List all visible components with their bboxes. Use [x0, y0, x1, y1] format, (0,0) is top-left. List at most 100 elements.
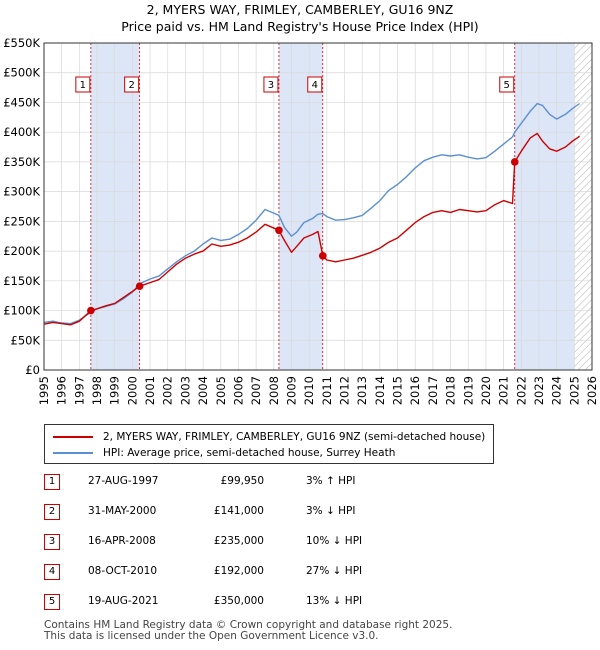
chart-subtitle: Price paid vs. HM Land Registry's House …	[121, 19, 479, 34]
x-tick-label: 2022	[514, 376, 528, 405]
sale-price: £235,000	[213, 535, 264, 547]
sale-number-badge: 4	[44, 564, 60, 580]
x-tick-label: 2001	[143, 376, 157, 405]
x-tick-label: 2015	[391, 376, 405, 405]
sale-price: £350,000	[213, 595, 264, 607]
sale-marker-box	[263, 76, 279, 93]
sales-table: 1 27-AUG-1997 £99,950 3% ↑ HPI 2 31-MAY-…	[44, 472, 484, 622]
sale-date: 27-AUG-1997	[88, 475, 159, 487]
sale-date: 16-APR-2008	[88, 535, 156, 547]
y-tick-label: £150K	[3, 274, 40, 288]
sale-number-badge: 3	[44, 534, 60, 550]
x-tick-label: 1996	[55, 376, 69, 405]
y-tick-label: £100K	[3, 304, 40, 318]
legend-swatch-red	[53, 436, 93, 438]
x-tick-label: 1998	[90, 376, 104, 405]
sale-marker-box	[124, 76, 140, 93]
legend-label-property: 2, MYERS WAY, FRIMLEY, CAMBERLEY, GU16 9…	[103, 431, 486, 443]
sale-marker-box	[307, 76, 323, 93]
sale-row: 1 27-AUG-1997 £99,950 3% ↑ HPI	[44, 472, 484, 502]
x-tick-label: 2023	[532, 376, 546, 405]
sale-date: 31-MAY-2000	[88, 505, 157, 517]
x-tick-label: 1999	[108, 376, 122, 405]
x-tick-label: 2016	[408, 376, 422, 405]
sale-point	[510, 158, 519, 166]
footer-attribution: Contains HM Land Registry data © Crown c…	[44, 620, 452, 642]
x-tick-label: 2003	[178, 376, 192, 405]
sale-marker-label: 1	[80, 80, 86, 91]
x-tick-label: 2019	[461, 376, 475, 405]
sale-date: 19-AUG-2021	[88, 595, 159, 607]
sale-point	[135, 282, 144, 290]
sale-number-badge: 1	[44, 474, 60, 490]
sale-point	[318, 252, 327, 260]
x-tick-label: 2025	[567, 376, 581, 405]
legend-label-hpi: HPI: Average price, semi-detached house,…	[103, 447, 396, 459]
sale-period-shade	[514, 43, 575, 370]
x-tick-label: 1995	[37, 376, 51, 405]
x-tick-label: 2006	[231, 376, 245, 405]
x-tick-label: 2013	[355, 376, 369, 405]
sale-row: 5 19-AUG-2021 £350,000 13% ↓ HPI	[44, 592, 484, 622]
forecast-hatch	[574, 43, 592, 370]
sale-hpi-diff: 27% ↓ HPI	[306, 565, 363, 577]
x-tick-label: 2026	[585, 376, 599, 405]
price-chart: 1 2 3 4 5 £0 £50K £100K £150K £200K £250K £300K £35…	[3, 36, 599, 405]
plot-frame	[43, 42, 593, 371]
x-tick-label: 2011	[320, 376, 334, 405]
sale-row: 3 16-APR-2008 £235,000 10% ↓ HPI	[44, 532, 484, 562]
x-tick-label: 2021	[497, 376, 511, 405]
x-tick-label: 2008	[267, 376, 281, 405]
sale-marker-box	[499, 76, 515, 93]
y-tick-label: £350K	[3, 155, 40, 169]
x-tick-label: 2010	[302, 376, 316, 405]
sale-price: £141,000	[213, 505, 264, 517]
footer-line-licence: This data is licensed under the Open Gov…	[44, 630, 379, 642]
sale-point	[275, 226, 283, 235]
footer-line-copyright: Contains HM Land Registry data © Crown c…	[44, 619, 453, 631]
x-tick-label: 2005	[214, 376, 228, 405]
sale-row: 4 08-OCT-2010 £192,000 27% ↓ HPI	[44, 562, 484, 592]
y-tick-label: £200K	[3, 244, 40, 258]
sale-point	[87, 306, 95, 315]
sale-marker-box	[75, 76, 91, 93]
sale-period-shade	[278, 43, 323, 370]
sale-period-shade	[90, 43, 140, 370]
x-tick-label: 2024	[550, 376, 564, 405]
x-tick-label: 2020	[479, 376, 493, 405]
sale-number-badge: 2	[44, 504, 60, 520]
y-tick-label: £550K	[3, 36, 40, 50]
sale-hpi-diff: 3% ↓ HPI	[306, 505, 356, 517]
legend-item-hpi: HPI: Average price, semi-detached house,…	[53, 445, 395, 461]
y-tick-label: £450K	[3, 95, 40, 109]
y-tick-label: £50K	[11, 333, 41, 347]
sale-hpi-diff: 3% ↑ HPI	[306, 475, 356, 487]
sale-marker-label: 5	[504, 80, 510, 91]
x-tick-label: 2017	[426, 376, 440, 405]
sale-row: 2 31-MAY-2000 £141,000 3% ↓ HPI	[44, 502, 484, 532]
sale-price: £99,950	[220, 475, 264, 487]
sale-marker-label: 2	[128, 80, 134, 91]
sale-marker-label: 4	[312, 80, 318, 91]
x-tick-label: 2004	[196, 376, 210, 405]
x-tick-label: 2007	[249, 376, 263, 405]
x-tick-label: 2014	[373, 376, 387, 405]
y-tick-label: £250K	[3, 214, 40, 228]
x-tick-label: 2018	[444, 376, 458, 405]
x-tick-label: 2000	[125, 376, 139, 405]
sale-date: 08-OCT-2010	[88, 565, 157, 577]
legend: 2, MYERS WAY, FRIMLEY, CAMBERLEY, GU16 9…	[44, 424, 494, 464]
sale-hpi-diff: 13% ↓ HPI	[306, 595, 363, 607]
legend-item-property: 2, MYERS WAY, FRIMLEY, CAMBERLEY, GU16 9…	[53, 429, 485, 445]
y-tick-label: £300K	[3, 185, 40, 199]
x-tick-label: 2002	[161, 376, 175, 405]
sale-hpi-diff: 10% ↓ HPI	[306, 535, 363, 547]
sale-price: £192,000	[213, 565, 264, 577]
x-tick-label: 2012	[338, 376, 352, 405]
x-tick-label: 1997	[72, 376, 86, 405]
y-tick-label: £500K	[3, 66, 40, 80]
y-tick-label: £400K	[3, 125, 40, 139]
chart-title: 2, MYERS WAY, FRIMLEY, CAMBERLEY, GU16 9…	[146, 2, 454, 17]
legend-swatch-blue	[53, 452, 93, 454]
x-tick-label: 2009	[284, 376, 298, 405]
